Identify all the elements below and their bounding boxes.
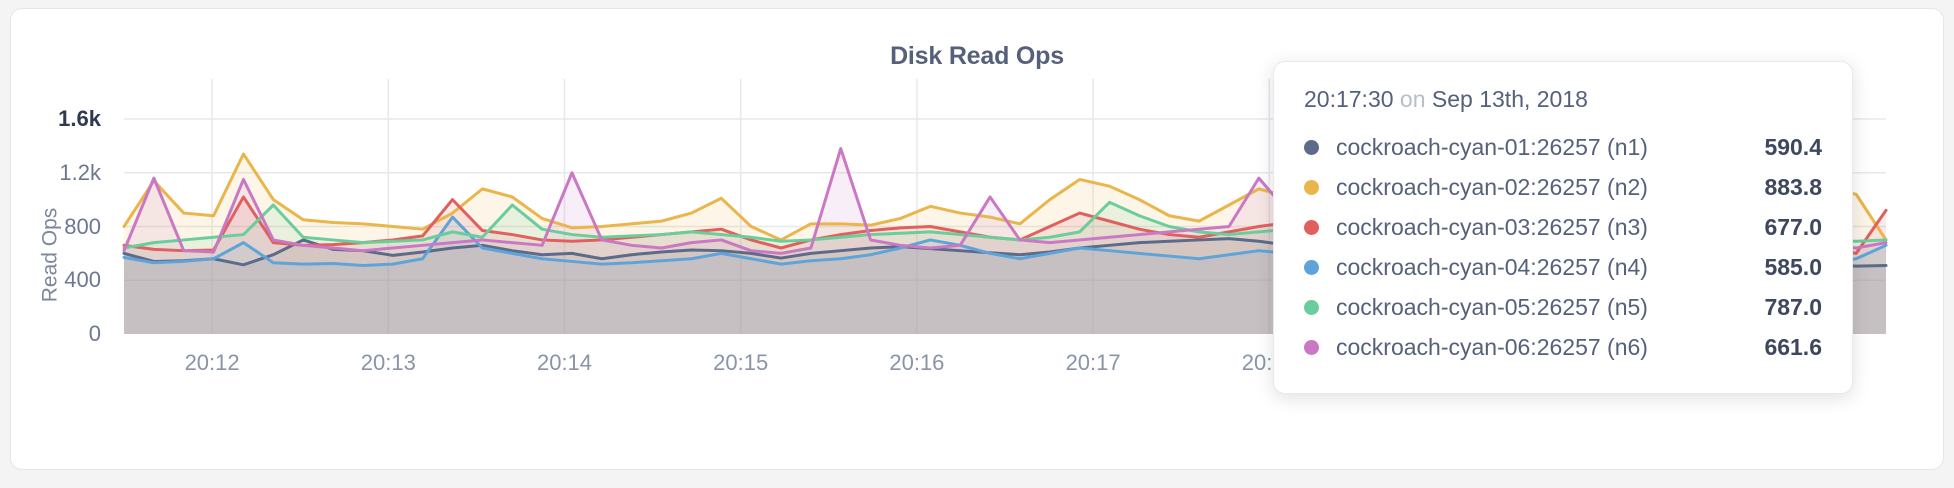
x-tick-label: 20:15 [713,350,769,375]
page-title: Disk Read Ops [890,42,1064,70]
series-color-dot-icon [1304,139,1319,155]
tooltip-series-row: cockroach-cyan-05:26257 (n5) 787.0 [1304,287,1822,327]
tooltip-series-row: cockroach-cyan-06:26257 (n6) 661.6 [1304,327,1822,367]
tooltip-time: 20:17:30 [1304,86,1394,112]
tooltip-series-label: cockroach-cyan-05:26257 (n5) [1336,293,1648,320]
y-tick-label: 400 [64,267,101,293]
tooltip-series-row: cockroach-cyan-01:26257 (n1) 590.4 [1304,127,1822,167]
y-tick-label: 800 [64,213,101,239]
tooltip-series-value: 883.8 [1764,173,1822,200]
tooltip-series-row: cockroach-cyan-04:26257 (n4) 585.0 [1304,247,1822,287]
tooltip-series-label: cockroach-cyan-03:26257 (n3) [1336,213,1648,240]
tooltip-timestamp: 20:17:30 on Sep 13th, 2018 [1304,86,1822,113]
x-tick-label: 20:16 [889,350,945,375]
tooltip-date: Sep 13th, 2018 [1431,86,1588,112]
series-color-dot-icon [1304,259,1319,275]
tooltip-series-value: 590.4 [1764,133,1822,160]
tooltip-series-label: cockroach-cyan-06:26257 (n6) [1336,333,1648,360]
series-color-dot-icon [1304,179,1319,195]
y-tick-label: 1.6k [58,106,101,131]
series-color-dot-icon [1304,299,1319,315]
tooltip-series-value: 585.0 [1764,253,1822,280]
series-color-dot-icon [1304,339,1319,355]
tooltip-series-value: 787.0 [1764,293,1822,320]
y-tick-label: 1.2k [59,159,101,185]
x-tick-label: 20:14 [536,350,593,375]
y-tick-label: 0 [88,321,101,346]
x-tick-label: 20:13 [360,350,416,375]
tooltip-series-label: cockroach-cyan-04:26257 (n4) [1336,253,1648,280]
x-tick-label: 20:12 [184,350,240,375]
x-tick-label: 20:17 [1065,350,1121,375]
series-color-dot-icon [1304,219,1319,235]
tooltip-series-row: cockroach-cyan-02:26257 (n2) 883.8 [1304,167,1822,207]
disk-read-ops-card: Disk Read Ops Read Ops 0 400 800 1.2k 1.6k 2… [10,8,1944,470]
tooltip-series-row: cockroach-cyan-03:26257 (n3) 677.0 [1304,207,1822,247]
tooltip-series-value: 677.0 [1764,213,1822,240]
tooltip-series-label: cockroach-cyan-01:26257 (n1) [1336,133,1648,160]
tooltip-separator: on [1399,86,1426,112]
chart-hover-tooltip: 20:17:30 on Sep 13th, 2018 cockroach-cya… [1273,61,1853,394]
tooltip-series-value: 661.6 [1764,333,1822,360]
tooltip-series-list: cockroach-cyan-01:26257 (n1) 590.4 cockroa… [1304,127,1822,367]
tooltip-series-label: cockroach-cyan-02:26257 (n2) [1336,173,1648,200]
